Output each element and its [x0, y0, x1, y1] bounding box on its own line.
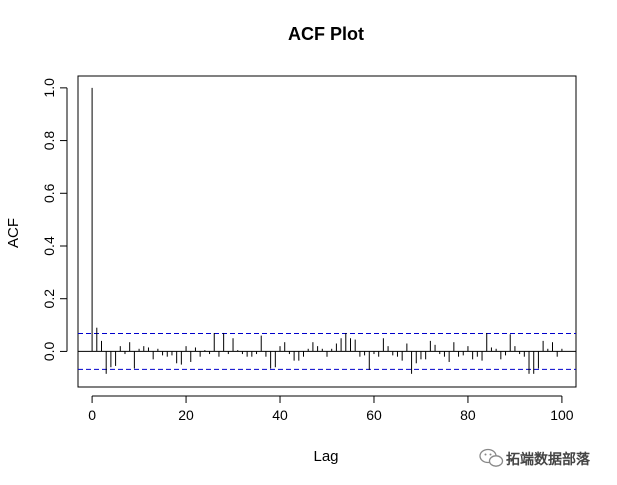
y-axis: 0.0 0.2 0.4 0.6 0.8 1.0 [41, 78, 68, 361]
x-tick-label: 100 [550, 407, 574, 423]
x-tick-label: 20 [178, 407, 194, 423]
watermark: 拓端数据部落 [479, 448, 591, 468]
y-axis-label: ACF [5, 218, 22, 248]
x-tick-label: 60 [366, 407, 382, 423]
y-tick-label: 0.6 [41, 183, 57, 203]
x-tick-label: 80 [460, 407, 476, 423]
x-axis-label: Lag [313, 448, 338, 465]
x-tick-label: 0 [88, 407, 96, 423]
y-tick-label: 0.8 [41, 131, 57, 151]
y-tick-label: 0.4 [41, 236, 57, 256]
watermark-text: 拓端数据部落 [506, 451, 591, 468]
wechat-icon [479, 448, 504, 467]
y-tick-label: 0.2 [41, 289, 57, 309]
acf-bars [91, 87, 563, 374]
x-tick-label: 40 [272, 407, 288, 423]
y-tick-label: 1.0 [41, 78, 57, 98]
x-axis: 0 20 40 60 80 100 [88, 395, 574, 423]
y-tick-label: 0.0 [41, 341, 57, 361]
confidence-bounds [78, 332, 576, 370]
chart-title: ACF Plot [288, 24, 364, 44]
plot-frame [77, 75, 577, 388]
